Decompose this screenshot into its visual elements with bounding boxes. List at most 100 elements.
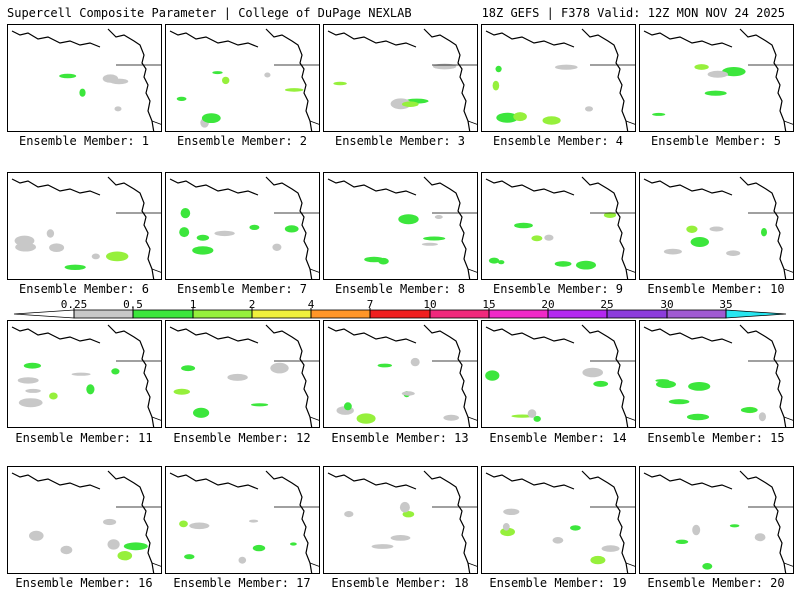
colorbar-segment <box>132 309 194 319</box>
field-contour <box>264 72 271 78</box>
field-contour <box>15 242 36 252</box>
field-contour <box>192 246 214 255</box>
coastline <box>423 28 471 131</box>
field-contour <box>60 545 73 555</box>
coastline <box>485 472 575 490</box>
coastline <box>485 326 575 344</box>
field-contour <box>179 227 190 238</box>
field-contour <box>356 413 376 424</box>
ensemble-panel <box>323 320 478 428</box>
field-contour <box>590 555 606 565</box>
ensemble-panel <box>639 320 794 428</box>
border-line <box>151 416 161 421</box>
field-contour <box>603 212 617 218</box>
field-contour <box>663 248 682 255</box>
field-contour <box>542 116 561 125</box>
colorbar-tick-label: 10 <box>423 298 437 311</box>
colorbar-tick-label: 35 <box>719 298 733 311</box>
coastline <box>485 178 575 196</box>
coastline <box>11 30 101 48</box>
panel-label: Ensemble Member: 1 <box>18 134 150 148</box>
panel-label: Ensemble Member: 12 <box>173 431 311 445</box>
panel-map <box>11 176 161 279</box>
coastline <box>107 176 155 279</box>
field-contour <box>91 253 100 260</box>
field-contour <box>25 388 41 393</box>
panel-map <box>485 470 635 573</box>
border-line <box>151 120 161 125</box>
coastline <box>581 28 629 131</box>
coastline <box>423 470 471 573</box>
panel-label: Ensemble Member: 9 <box>492 282 624 296</box>
field-contour <box>17 377 39 384</box>
border-line <box>151 268 161 273</box>
coastline <box>265 470 313 573</box>
field-contour <box>64 264 86 270</box>
border-line <box>467 416 477 421</box>
field-contour <box>668 399 690 405</box>
coastline <box>169 178 259 196</box>
coastline <box>169 326 259 344</box>
field-contour <box>377 363 392 368</box>
ensemble-panel <box>7 24 162 132</box>
field-contour <box>702 563 713 570</box>
field-contour <box>181 365 196 372</box>
panel-map <box>643 324 793 427</box>
colorbar-tick-label: 7 <box>366 298 374 311</box>
field-contour <box>585 106 593 112</box>
field-contour <box>513 112 527 122</box>
field-contour <box>398 214 419 225</box>
field-contour <box>111 368 120 375</box>
field-contour <box>707 70 728 78</box>
field-contour <box>533 415 541 422</box>
coastline <box>327 326 417 344</box>
panel-map <box>485 28 635 131</box>
field-contour <box>601 545 620 552</box>
field-contour <box>49 392 58 400</box>
field-contour <box>709 226 724 232</box>
panel-label: Ensemble Member: 3 <box>334 134 466 148</box>
coastline <box>485 30 575 48</box>
panel-map <box>327 28 477 131</box>
panel-map <box>169 470 319 573</box>
field-contour <box>443 414 459 421</box>
field-contour <box>59 73 77 79</box>
field-contour <box>582 367 603 378</box>
border-line <box>783 416 793 421</box>
border-line <box>151 562 161 567</box>
field-contour <box>371 544 394 549</box>
field-contour <box>402 511 415 518</box>
field-contour <box>688 382 711 391</box>
coastline <box>581 324 629 427</box>
ensemble-panel <box>481 466 636 574</box>
field-contour <box>399 501 410 513</box>
colorbar-segment <box>369 309 431 319</box>
coastline <box>169 472 259 490</box>
field-contour <box>401 391 415 396</box>
panel-label: Ensemble Member: 19 <box>489 576 627 590</box>
field-contour <box>201 113 221 123</box>
coastline <box>423 324 471 427</box>
field-contour <box>726 250 741 256</box>
border-line <box>625 416 635 421</box>
field-contour <box>758 412 766 422</box>
colorbar-tick-label: 20 <box>541 298 555 311</box>
field-contour <box>434 215 443 219</box>
field-contour <box>729 524 740 528</box>
field-contour <box>333 81 347 86</box>
field-contour <box>390 535 411 541</box>
panel-label: Ensemble Member: 13 <box>331 431 469 445</box>
border-line <box>467 268 477 273</box>
field-contour <box>410 357 420 367</box>
field-contour <box>690 237 709 247</box>
coastline <box>265 176 313 279</box>
field-contour <box>196 234 210 241</box>
panel-label: Ensemble Member: 17 <box>173 576 311 590</box>
panel-label: Ensemble Member: 5 <box>650 134 782 148</box>
field-contour <box>114 106 122 112</box>
field-contour <box>675 539 689 544</box>
panel-label: Ensemble Member: 8 <box>334 282 466 296</box>
field-contour <box>500 527 515 537</box>
field-contour <box>527 409 537 418</box>
field-contour <box>270 362 289 374</box>
